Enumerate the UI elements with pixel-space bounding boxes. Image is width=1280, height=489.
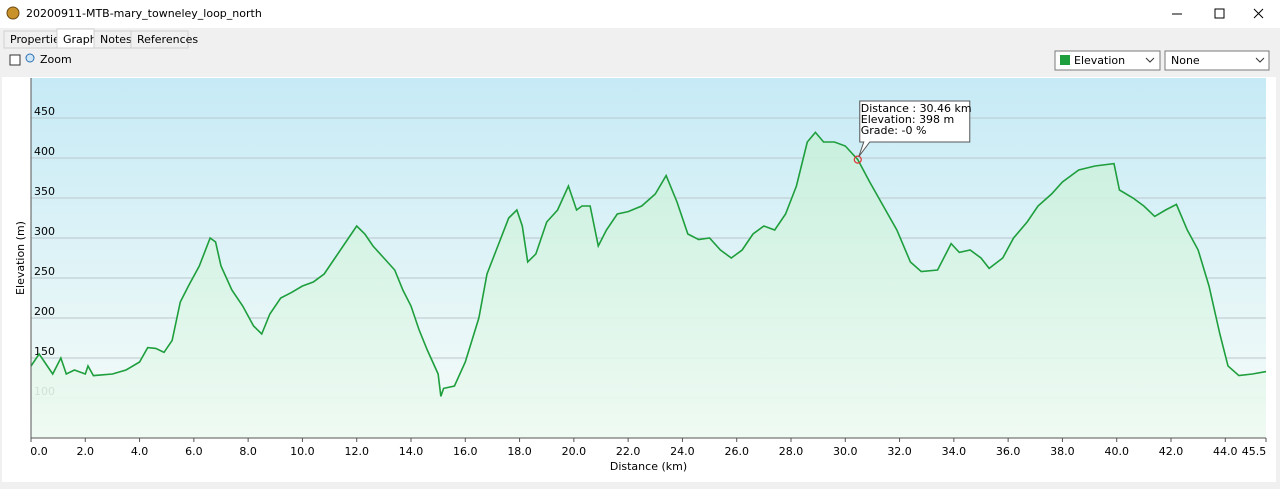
x-tick-label: 16.0 xyxy=(453,445,478,458)
y-tick-label: 400 xyxy=(34,145,55,158)
second-select-text: None xyxy=(1171,54,1200,67)
x-tick-label: 34.0 xyxy=(942,445,967,458)
x-tick-label: 45.5 xyxy=(1242,445,1267,458)
x-tick-label: 28.0 xyxy=(779,445,804,458)
area xyxy=(31,132,1266,438)
x-tick-label: 4.0 xyxy=(131,445,149,458)
x-tick-label: 10.0 xyxy=(290,445,315,458)
x-tick-label: 20.0 xyxy=(562,445,587,458)
x-tick-label: 24.0 xyxy=(670,445,695,458)
second-select[interactable] xyxy=(1164,50,1270,71)
window-title: 20200911-MTB-mary_towneley_loop_north xyxy=(26,7,262,20)
x-tick-label: 18.0 xyxy=(507,445,532,458)
x-tick-label: 42.0 xyxy=(1159,445,1184,458)
app-icon xyxy=(6,6,20,20)
tooltip-line: Distance : 30.46 km xyxy=(861,102,972,115)
hover-marker xyxy=(853,155,862,164)
y-tick-label: 300 xyxy=(34,225,55,238)
maximize-button[interactable] xyxy=(1214,8,1225,19)
y-tick-label: 350 xyxy=(34,185,55,198)
tooltip-line: Grade: -0 % xyxy=(861,124,927,137)
y-tick-label: 200 xyxy=(34,305,55,318)
x-tick-label: 6.0 xyxy=(185,445,203,458)
x-tick-label: 38.0 xyxy=(1050,445,1075,458)
x-tick-label: 2.0 xyxy=(77,445,95,458)
y-tick-label: 250 xyxy=(34,265,55,278)
x-tick-label: 36.0 xyxy=(996,445,1021,458)
tooltip-line: Elevation: 398 m xyxy=(861,113,955,126)
y-tick-label: 450 xyxy=(34,105,55,118)
zoom-label[interactable]: Zoom xyxy=(40,53,72,66)
title-bar xyxy=(0,0,1280,28)
dropdown-arrow xyxy=(1255,57,1265,63)
series-swatch xyxy=(1060,55,1070,65)
tab-label: Graph xyxy=(63,33,97,46)
x-tick-label: 14.0 xyxy=(399,445,424,458)
series-select[interactable] xyxy=(1054,50,1161,71)
tab-label: Notes xyxy=(100,33,132,46)
x-tick-label: 26.0 xyxy=(724,445,749,458)
zoom-checkbox[interactable] xyxy=(9,54,21,66)
x-tick-label: 40.0 xyxy=(1104,445,1129,458)
tab[interactable] xyxy=(130,30,189,49)
x-tick-label: 44.0 xyxy=(1213,445,1238,458)
tab-label: Properties xyxy=(10,33,66,46)
series-select-text: Elevation xyxy=(1074,54,1125,67)
x-tick-label: 0.0 xyxy=(30,445,48,458)
line xyxy=(30,131,1267,397)
x-tick-label: 32.0 xyxy=(887,445,912,458)
tooltip-box xyxy=(858,100,971,157)
dropdown-arrow xyxy=(1145,57,1155,63)
x-tick-label: 30.0 xyxy=(833,445,858,458)
x-tick-label: 12.0 xyxy=(344,445,369,458)
zoom-icon xyxy=(25,53,35,63)
x-axis-label: Distance (km) xyxy=(610,460,687,473)
x-tick-label: 8.0 xyxy=(239,445,257,458)
tab-label: References xyxy=(137,33,198,46)
y-axis-label: Elevation (m) xyxy=(14,221,27,295)
close-button[interactable] xyxy=(1253,8,1264,19)
x-tick-label: 22.0 xyxy=(616,445,641,458)
